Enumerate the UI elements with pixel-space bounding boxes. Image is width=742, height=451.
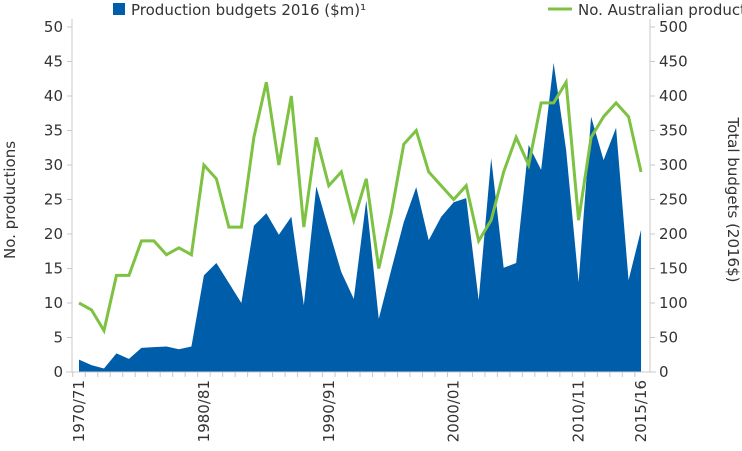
budget-area — [79, 62, 642, 372]
y-left-tick-label: 45 — [44, 53, 63, 71]
y-left-tick-label: 20 — [44, 225, 63, 243]
y-right-tick-label: 350 — [659, 122, 688, 140]
y-right-tick-label: 100 — [659, 294, 688, 312]
y-right-tick-label: 200 — [659, 225, 688, 243]
x-tick-label: 2010/11 — [570, 380, 588, 442]
y-left-tick-label: 25 — [44, 191, 63, 209]
y-left-tick-label: 15 — [44, 260, 63, 278]
y-right-tick-label: 450 — [659, 53, 688, 71]
y-left-tick-label: 50 — [44, 18, 63, 36]
y-left-tick-label: 5 — [53, 329, 63, 347]
y-left-tick-label: 0 — [53, 363, 63, 381]
x-tick-label: 2015/16 — [632, 380, 650, 442]
x-tick-label: 1990/91 — [320, 380, 338, 442]
y-right-tick-label: 0 — [659, 363, 669, 381]
y-left-tick-label: 35 — [44, 122, 63, 140]
plot-area: 0510152025303540455005010015020025030035… — [44, 18, 688, 442]
y-right-tick-label: 500 — [659, 18, 688, 36]
legend-label-budgets: Production budgets 2016 ($m)¹ — [131, 1, 366, 19]
legend-label-productions: No. Australian productions — [578, 1, 742, 19]
legend: Production budgets 2016 ($m)¹ No. Austra… — [113, 1, 742, 19]
x-tick-label: 2000/01 — [445, 380, 463, 442]
x-tick-label: 1980/81 — [195, 380, 213, 442]
productions-line — [78, 77, 643, 335]
y-left-tick-label: 30 — [44, 156, 63, 174]
y-left-axis-label: No. productions — [1, 141, 19, 259]
y-left-tick-label: 10 — [44, 294, 63, 312]
y-right-tick-label: 150 — [659, 260, 688, 278]
y-right-tick-label: 300 — [659, 156, 688, 174]
x-tick-label: 1970/71 — [70, 380, 88, 442]
legend-swatch-budgets — [113, 3, 125, 15]
y-right-tick-label: 250 — [659, 191, 688, 209]
y-right-tick-label: 50 — [659, 329, 678, 347]
y-left-tick-label: 40 — [44, 87, 63, 105]
y-right-tick-label: 400 — [659, 87, 688, 105]
y-right-axis-label: Total budgets (2016$) — [724, 117, 742, 283]
